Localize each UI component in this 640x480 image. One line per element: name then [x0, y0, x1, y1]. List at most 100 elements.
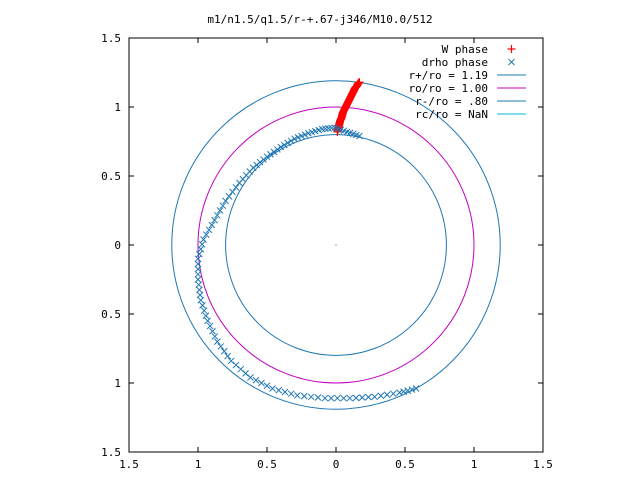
axis-ticks: 1.5 1 0.5 0 0.5 1 1.51.510.500.511.5: [101, 32, 553, 471]
drho-phase-point: [252, 376, 260, 384]
drho-phase-point: [365, 393, 372, 401]
drho-phase-point: [287, 390, 295, 398]
y-tick-label: 1.5: [101, 446, 121, 459]
drho-phase-point: [197, 296, 205, 304]
drho-phase-point: [404, 387, 412, 394]
drho-phase-point: [270, 148, 278, 156]
y-tick-label: 1.5: [101, 32, 121, 45]
legend-label: rc/ro = NaN: [415, 108, 488, 121]
drho-phase-point: [287, 137, 295, 145]
drho-phase-point: [197, 245, 205, 253]
drho-phase-point: [408, 386, 416, 393]
legend-label: ro/ro = 1.00: [409, 82, 488, 95]
drho-phase-point: [229, 188, 236, 196]
drho-phase-point: [294, 134, 302, 141]
drho-phase-point: [334, 394, 341, 402]
x-tick-label: 1: [195, 458, 202, 471]
legend-label: drho phase: [422, 56, 488, 69]
drho-phase-point: [209, 327, 216, 335]
x-tick-label: 0.5: [395, 458, 415, 471]
drho-phase-point: [314, 394, 322, 401]
chart-title: m1/n1.5/q1.5/r-+.67-j346/M10.0/512: [207, 13, 432, 26]
legend-label: r-/ro = .80: [415, 95, 488, 108]
drho-phase-point: [247, 374, 254, 381]
drho-phase-point: [211, 333, 219, 340]
drho-phase-point: [194, 255, 202, 263]
drho-phase-point: [340, 394, 347, 402]
drho-phase-point: [400, 388, 407, 395]
y-tick-label: 0: [114, 239, 121, 252]
drho-phase-point: [396, 389, 403, 397]
drho-phase-point: [225, 193, 233, 200]
drho-phase-point: [291, 135, 298, 143]
drho-phase-point: [216, 207, 224, 214]
drho-phase-point: [224, 352, 232, 360]
drho-phase-point: [307, 393, 315, 401]
drho-phase-point: [298, 132, 305, 140]
x-tick-label: 0.5: [257, 458, 277, 471]
drho-phase-point: [275, 386, 283, 394]
drho-phase-point: [211, 216, 218, 224]
drho-phase-point: [219, 202, 227, 210]
drho-phase-point: [327, 394, 335, 402]
legend-label: r+/ro = 1.19: [409, 69, 488, 82]
circle-series: [171, 80, 501, 410]
drho-phase-point: [389, 390, 397, 398]
w-phase-point: [355, 78, 364, 87]
x-tick-label: 1.5: [119, 458, 139, 471]
drho-phase-point: [352, 394, 360, 402]
drho-phase-point: [194, 270, 202, 278]
drho-phase-point: [213, 211, 221, 219]
circle-series: [197, 106, 475, 384]
y-tick-label: 1: [114, 101, 121, 114]
y-tick-label: 1: [114, 377, 121, 390]
rc-center-point: [335, 244, 337, 246]
circle-series: [225, 134, 447, 356]
drho-phase-point: [196, 250, 203, 258]
drho-phase-point: [202, 231, 210, 239]
drho-phase-point: [263, 382, 271, 390]
drho-phase-point: [194, 260, 202, 268]
drho-phase-point: [199, 302, 206, 309]
drho-phase-point: [217, 343, 225, 350]
x-tick-label: 1.5: [533, 458, 553, 471]
drho-phase-point: [208, 221, 216, 229]
drho-phase-point: [377, 392, 385, 400]
drho-phase-point: [202, 312, 210, 320]
drho-phase-point: [222, 197, 229, 205]
drho-phase-point: [301, 131, 309, 138]
drho-phase-point: [198, 240, 206, 248]
drho-phase-point: [294, 392, 301, 399]
drho-phase-point: [371, 393, 378, 401]
legend-label: W phase: [442, 43, 488, 56]
drho-phase-point: [200, 236, 207, 243]
drho-phase-point: [232, 184, 240, 191]
drho-phase-point: [213, 338, 221, 345]
drho-phase-point: [300, 392, 308, 400]
y-tick-label: 0.5: [101, 170, 121, 183]
drho-phase-point: [267, 150, 274, 158]
drho-phase-point: [194, 265, 202, 273]
drho-phase-point: [305, 129, 312, 137]
x-tick-label: 0: [333, 458, 340, 471]
drho-phase-point: [258, 379, 265, 387]
drho-phase-point: [412, 385, 420, 392]
drho-phase-point: [273, 146, 281, 153]
drho-phase-point: [204, 317, 212, 325]
series-layer: [171, 78, 501, 410]
drho-phase-point: [321, 394, 329, 402]
drho-phase-point: [281, 388, 289, 396]
y-tick-label: 0.5: [101, 308, 121, 321]
drho-phase-point: [269, 385, 276, 392]
drho-phase-point: [206, 322, 214, 330]
drho-phase-point: [220, 347, 228, 355]
drho-phase-point: [277, 143, 285, 151]
drho-phase-point: [383, 391, 391, 399]
drho-phase-point: [205, 226, 213, 234]
drho-phase-point: [358, 394, 366, 401]
drho-phase-point: [200, 307, 208, 314]
drho-phase-point: [236, 179, 243, 187]
drho-phase-point: [346, 394, 354, 402]
